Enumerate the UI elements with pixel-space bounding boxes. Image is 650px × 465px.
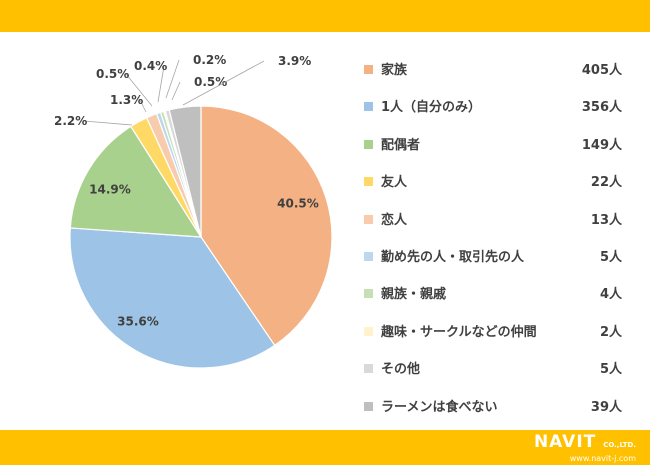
legend-swatch bbox=[364, 251, 373, 261]
pie-percent-label: 0.5% bbox=[194, 75, 227, 89]
pie-percent-label: 0.2% bbox=[193, 53, 226, 67]
leader-line bbox=[139, 99, 147, 113]
legend-count: 356人 bbox=[581, 100, 622, 116]
bottom-band bbox=[0, 430, 650, 465]
legend-count: 405人 bbox=[581, 63, 622, 78]
pie-slice bbox=[69, 125, 203, 238]
legend-count: 149人 bbox=[581, 137, 622, 153]
legend-item: 恋人 13人 bbox=[364, 206, 634, 243]
legend-item: 1人（自分のみ） 356人 bbox=[364, 93, 634, 130]
logo-suffix: CO.,LTD. bbox=[603, 441, 636, 449]
legend-swatch bbox=[364, 102, 373, 112]
company-logo: NAVIT CO.,LTD. www.navit-j.com bbox=[534, 433, 636, 464]
pie-slice bbox=[69, 227, 276, 369]
legend-count: 2人 bbox=[599, 324, 622, 340]
leader-line bbox=[125, 73, 153, 107]
pie-percent-label: 2.2% bbox=[54, 114, 87, 128]
legend-swatch bbox=[364, 177, 373, 187]
legend-label: 親族・親戚 bbox=[381, 287, 447, 303]
legend-item: 友人 22人 bbox=[364, 168, 634, 205]
legend-count: 5人 bbox=[599, 249, 622, 265]
legend-label: 友人 bbox=[381, 175, 408, 191]
legend-item: 配偶者 149人 bbox=[364, 131, 634, 168]
leader-line bbox=[171, 81, 181, 101]
legend-item: ラーメンは食べない 39人 bbox=[364, 393, 634, 430]
pie-chart: 40.5% 35.6% 14.9% 2.2% 1.3% 0.5% 0.4% 0.2% 0.5% 3… bbox=[54, 53, 333, 369]
legend-count: 39人 bbox=[590, 399, 622, 415]
legend-swatch bbox=[364, 364, 373, 374]
top-band bbox=[0, 0, 650, 32]
legend-count: 4人 bbox=[599, 287, 622, 303]
logo-name: NAVIT bbox=[533, 432, 597, 452]
legend-count: 5人 bbox=[599, 362, 622, 378]
pie-percent-label: 1.3% bbox=[110, 93, 143, 107]
legend: 家族 405人 1人（自分のみ） 356人配偶者 149人友人 22人恋人 13人勤め先の人… bbox=[364, 56, 634, 430]
pie-percent-label: 35.6% bbox=[117, 315, 159, 329]
legend-item: 趣味・サークルなどの仲間 2人 bbox=[364, 318, 634, 355]
leader-line bbox=[182, 60, 265, 106]
legend-swatch bbox=[364, 139, 373, 149]
legend-swatch bbox=[364, 326, 373, 336]
legend-label: 配偶者 bbox=[381, 137, 421, 153]
legend-label: 趣味・サークルなどの仲間 bbox=[381, 324, 537, 340]
legend-swatch bbox=[364, 289, 373, 299]
legend-swatch bbox=[364, 65, 373, 74]
legend-label: その他 bbox=[381, 362, 421, 378]
pie-slice bbox=[168, 105, 202, 238]
legend-label: 勤め先の人・取引先の人 bbox=[381, 249, 525, 265]
pie-percent-label: 14.9% bbox=[89, 183, 131, 197]
legend-item: 家族 405人 bbox=[364, 56, 634, 93]
legend-label: 恋人 bbox=[381, 212, 408, 228]
leader-line bbox=[83, 120, 133, 126]
pie-percent-label: 40.5% bbox=[277, 197, 319, 211]
legend-item: その他 5人 bbox=[364, 355, 634, 392]
pie-slice bbox=[200, 105, 333, 347]
legend-item: 親族・親戚 4人 bbox=[364, 280, 634, 317]
pie-percent-label: 0.5% bbox=[96, 67, 129, 81]
legend-swatch bbox=[364, 214, 373, 224]
legend-item: 勤め先の人・取引先の人 5人 bbox=[364, 243, 634, 280]
leader-line bbox=[157, 65, 165, 103]
logo-url: www.navit-j.com bbox=[569, 454, 636, 463]
pie-percent-label: 0.4% bbox=[134, 59, 167, 73]
legend-label: ラーメンは食べない bbox=[381, 399, 498, 415]
legend-count: 13人 bbox=[590, 212, 622, 228]
legend-label: 1人（自分のみ） bbox=[381, 100, 482, 116]
pie-percent-label: 3.9% bbox=[278, 54, 311, 68]
legend-swatch bbox=[364, 401, 373, 411]
legend-count: 22人 bbox=[590, 175, 622, 191]
legend-label: 家族 bbox=[381, 63, 408, 78]
leader-line bbox=[165, 59, 180, 99]
